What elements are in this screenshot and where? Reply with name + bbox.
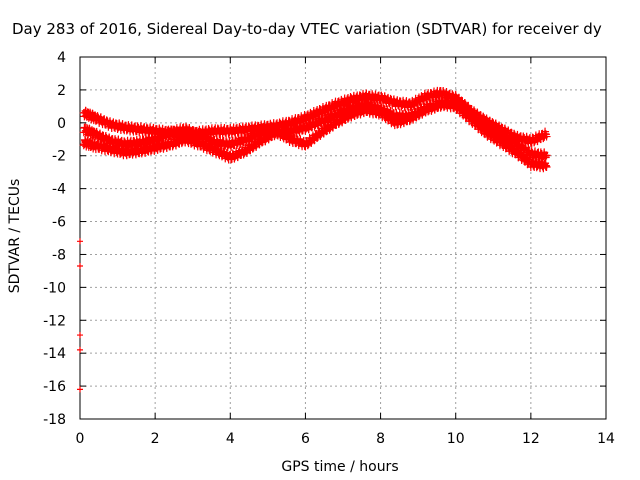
plot-border	[79, 56, 607, 420]
axis-ticks	[79, 56, 607, 420]
x-tick-label: 2	[151, 431, 160, 447]
y-tick-label: -18	[43, 412, 66, 428]
y-tick-label: -10	[43, 280, 66, 296]
outlier-points	[77, 238, 83, 393]
y-axis-label: SDTVAR / TECUs	[7, 179, 23, 294]
x-tick-label: 6	[301, 431, 310, 447]
outlier-point	[77, 346, 83, 353]
y-tick-label: -4	[52, 182, 66, 198]
chart-title: Day 283 of 2016, Sidereal Day-to-day VTE…	[12, 20, 602, 38]
x-tick-label: 4	[226, 431, 235, 447]
outlier-point	[77, 262, 83, 269]
y-tick-label: 4	[57, 50, 66, 66]
x-tick-label: 14	[597, 431, 615, 447]
data-series	[79, 86, 551, 173]
series-track-3	[79, 94, 551, 163]
y-tick-label: -8	[52, 247, 66, 263]
data-point	[541, 161, 550, 170]
plot-frame	[79, 56, 607, 420]
y-tick-labels: -18 -16 -14 -12 -10 -8 -6 -4 -2 0 2 4	[43, 50, 66, 428]
outlier-point	[77, 332, 83, 339]
data-point	[542, 162, 551, 171]
x-axis-label: GPS time / hours	[281, 459, 398, 475]
data-point	[541, 151, 550, 160]
x-tick-label: 8	[376, 431, 385, 447]
x-tick-labels: 0 2 4 6 8 10 12 14	[76, 431, 615, 447]
x-tick-label: 10	[447, 431, 465, 447]
outlier-point	[77, 238, 83, 245]
y-tick-label: 0	[57, 116, 66, 132]
y-tick-label: -14	[43, 346, 66, 362]
y-tick-label: 2	[57, 83, 66, 99]
outlier-point	[77, 386, 83, 393]
y-tick-label: -2	[52, 149, 66, 165]
data-point	[541, 130, 550, 139]
x-tick-label: 0	[76, 431, 85, 447]
x-tick-label: 12	[522, 431, 540, 447]
y-tick-label: -12	[43, 313, 66, 329]
y-tick-label: -16	[43, 379, 66, 395]
y-tick-label: -6	[52, 215, 66, 231]
